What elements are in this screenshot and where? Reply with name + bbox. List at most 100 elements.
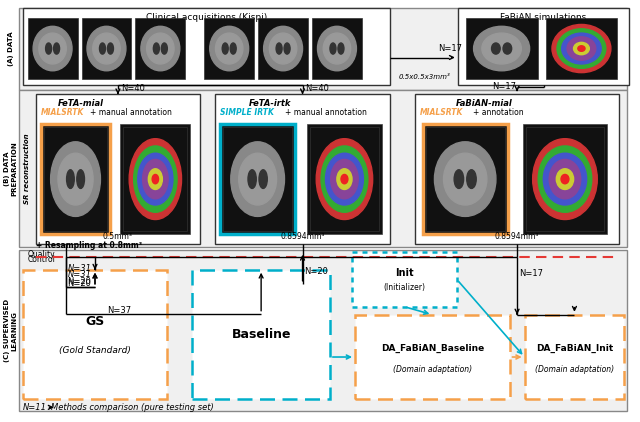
Ellipse shape [231,142,285,216]
Bar [19,90,627,247]
Text: MIALSRTK: MIALSRTK [420,108,463,117]
Text: (C) SUPERVISED
LEARNING: (C) SUPERVISED LEARNING [4,299,17,362]
Bar [525,315,625,399]
Ellipse shape [222,43,228,54]
Bar [40,124,111,234]
Text: N=31: N=31 [68,264,92,273]
Text: Methods comparison (pure testing set): Methods comparison (pure testing set) [51,403,213,412]
Ellipse shape [99,43,106,54]
Bar [22,270,167,399]
Ellipse shape [141,26,180,71]
Text: Init: Init [395,268,413,278]
Text: N=37: N=37 [108,306,132,315]
Text: N=17: N=17 [519,269,543,278]
Ellipse shape [552,24,611,73]
Text: Quality: Quality [28,250,55,260]
Text: N=40: N=40 [121,84,145,93]
Ellipse shape [45,43,52,54]
Ellipse shape [284,43,290,54]
Bar [124,127,188,231]
Bar [415,95,620,244]
Ellipse shape [556,169,573,189]
Ellipse shape [567,37,596,60]
Ellipse shape [454,170,463,189]
Ellipse shape [562,33,601,64]
Ellipse shape [557,29,606,68]
Text: DA_FaBiAN_Init: DA_FaBiAN_Init [536,344,613,353]
Text: FeTA-mial: FeTA-mial [58,99,104,108]
Text: N=17: N=17 [492,82,516,91]
Ellipse shape [326,153,364,205]
Bar [81,18,131,79]
Text: (A) DATA: (A) DATA [8,32,13,66]
Ellipse shape [503,43,511,54]
Ellipse shape [276,43,282,54]
Bar [545,18,618,79]
Ellipse shape [248,170,256,189]
Ellipse shape [323,33,351,64]
Ellipse shape [435,142,496,216]
Text: N=20: N=20 [68,277,92,286]
Text: + manual annotation: + manual annotation [90,108,172,117]
Ellipse shape [93,33,120,64]
Ellipse shape [573,42,589,55]
Ellipse shape [161,43,167,54]
Ellipse shape [51,142,100,216]
Text: MIALSRTK: MIALSRTK [40,108,84,117]
Bar [352,252,457,307]
Ellipse shape [467,170,476,189]
Ellipse shape [331,160,358,199]
Text: GS: GS [85,315,104,328]
Text: 0.8594mm³: 0.8594mm³ [280,232,324,241]
Ellipse shape [58,153,93,205]
Text: (Gold Standard): (Gold Standard) [59,346,131,354]
Ellipse shape [538,146,592,212]
Text: FaBiAN-mial: FaBiAN-mial [456,99,513,108]
Bar [312,18,362,79]
Ellipse shape [87,26,126,71]
Text: N=17: N=17 [438,43,461,52]
Bar [136,18,186,79]
Ellipse shape [264,26,303,71]
Ellipse shape [108,43,113,54]
Ellipse shape [543,153,587,205]
Ellipse shape [492,43,500,54]
Ellipse shape [269,33,297,64]
Text: DA_FaBiAN_Baseline: DA_FaBiAN_Baseline [381,344,484,353]
Bar [466,18,538,79]
Ellipse shape [482,33,522,64]
Bar [36,95,200,244]
Bar [522,124,607,234]
Text: Control: Control [28,255,56,264]
Ellipse shape [67,170,74,189]
Text: SIMPLE IRTK: SIMPLE IRTK [220,108,274,117]
Text: N=20: N=20 [305,267,328,276]
Ellipse shape [338,43,344,54]
Text: 0.5x0.5x3mm³: 0.5x0.5x3mm³ [399,74,451,81]
Text: Clinical acquisitions (Kispi): Clinical acquisitions (Kispi) [146,13,267,22]
Bar [258,18,308,79]
Bar [423,124,508,234]
Ellipse shape [444,153,487,205]
Text: 0.8594mm³: 0.8594mm³ [495,232,540,241]
Ellipse shape [129,139,182,219]
Ellipse shape [77,170,84,189]
Text: Baseline: Baseline [232,328,291,341]
Ellipse shape [54,43,60,54]
Ellipse shape [330,43,336,54]
Bar [28,18,77,79]
Bar [215,95,390,244]
Ellipse shape [317,26,356,71]
Bar [307,124,382,234]
Bar [44,127,108,231]
Bar [192,270,330,399]
Text: N=20: N=20 [68,279,92,288]
Ellipse shape [152,174,159,184]
Text: (B) DATA
PREPARATION: (B) DATA PREPARATION [4,141,17,196]
Bar [458,8,629,85]
Text: N=31: N=31 [68,270,92,279]
Ellipse shape [134,146,177,212]
Ellipse shape [138,153,173,205]
Bar [310,127,379,231]
Ellipse shape [259,170,268,189]
